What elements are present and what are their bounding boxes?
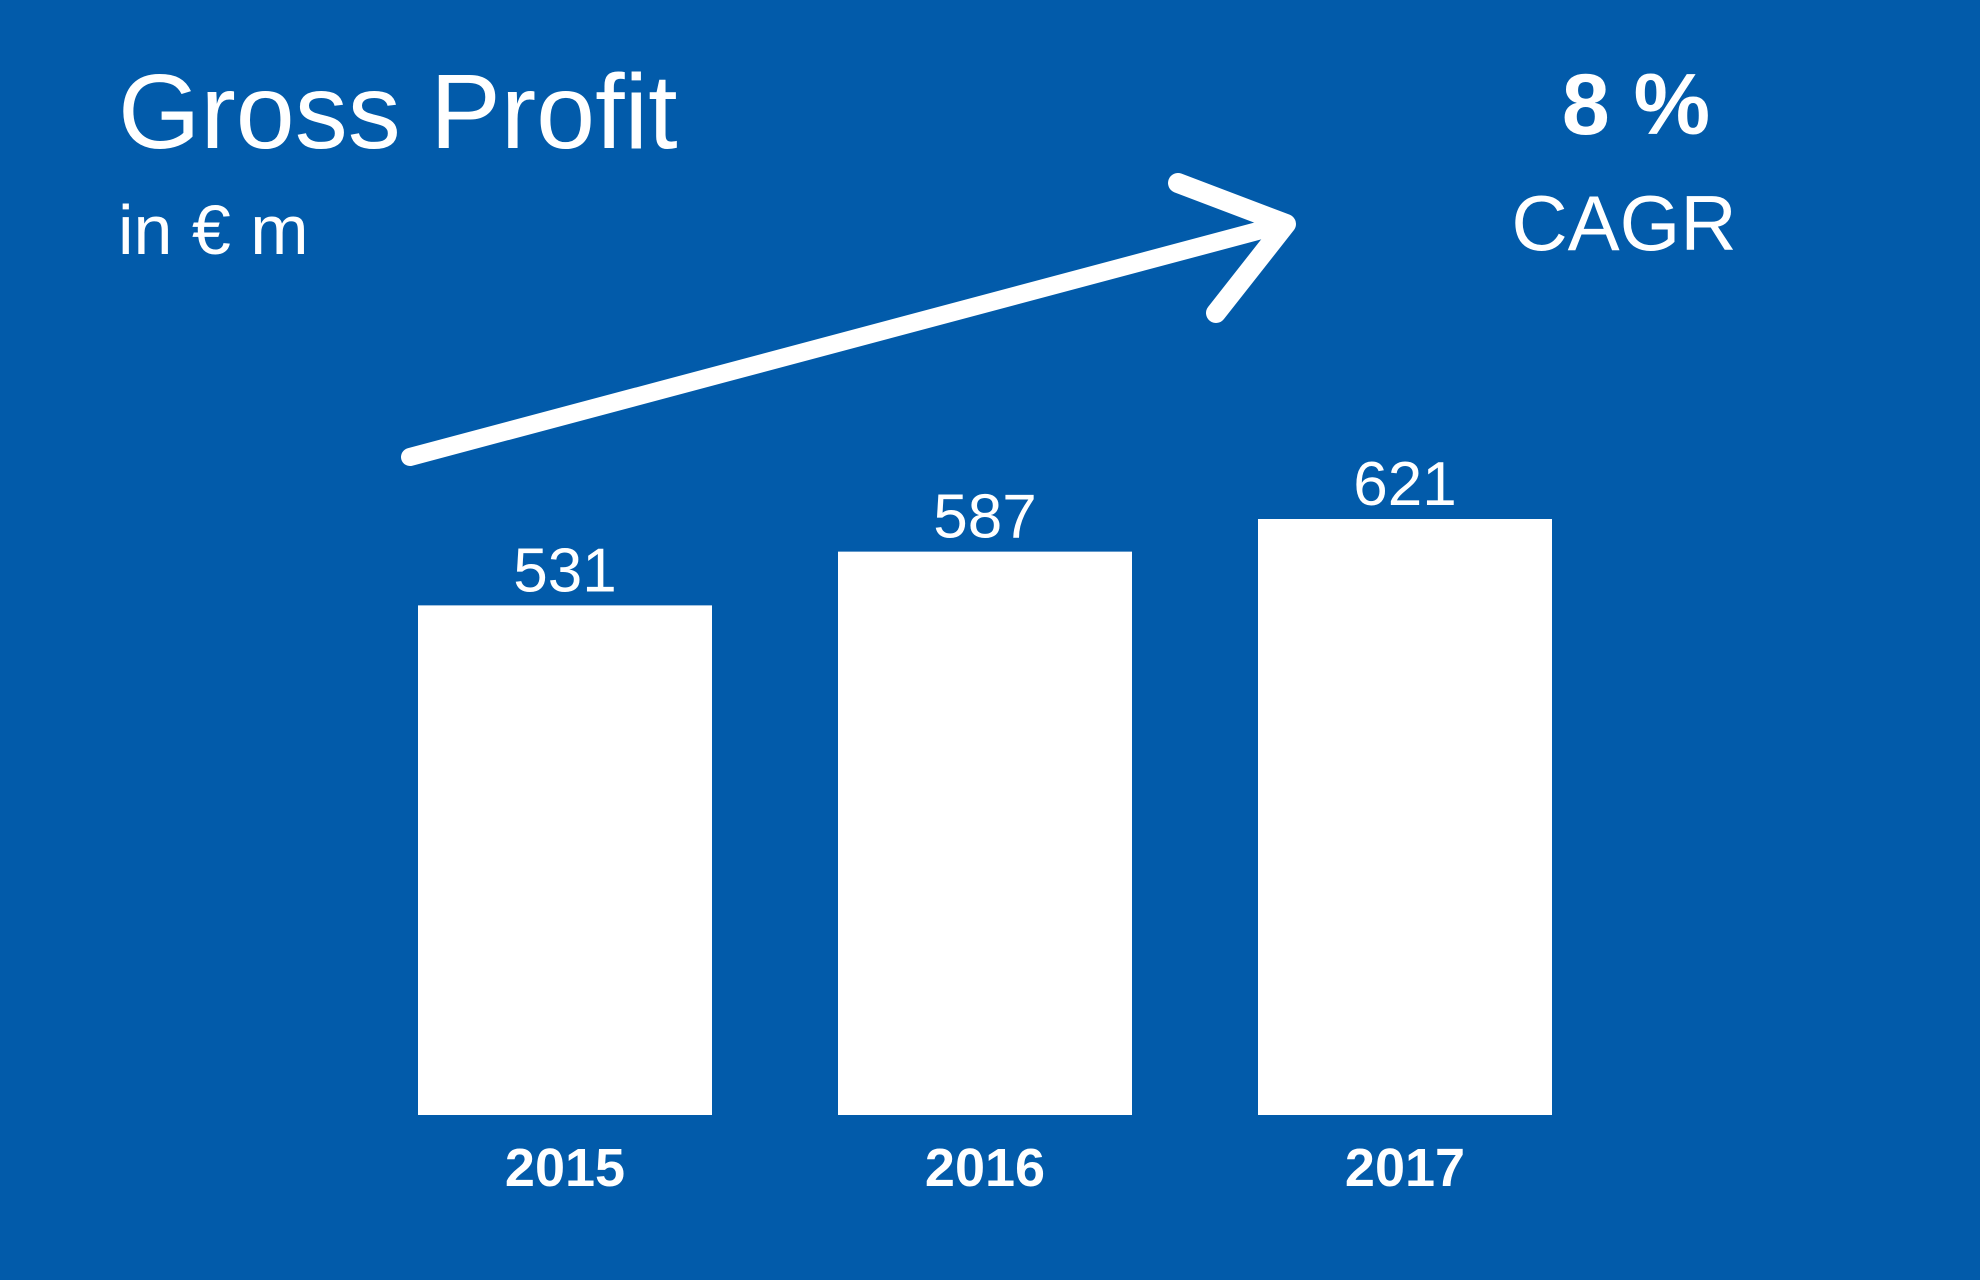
bar-2017 [1258,519,1552,1115]
bars-group [418,519,1552,1115]
bar-2016 [838,551,1132,1115]
growth-arrow-shaft [401,215,1293,466]
category-label-2017: 2017 [1345,1138,1465,1198]
bar-2015 [418,605,712,1115]
chart-title: Gross Profit [118,53,678,171]
cagr-label: CAGR [1511,179,1736,267]
value-label-2015: 531 [513,536,616,605]
value-label-2017: 621 [1353,450,1456,519]
chart-subtitle: in € m [118,191,309,269]
cagr-value: 8 % [1562,57,1710,153]
value-labels-group: 531 587 621 [513,450,1456,605]
value-label-2016: 587 [933,483,1036,552]
category-label-2016: 2016 [925,1138,1045,1198]
category-label-2015: 2015 [505,1138,625,1198]
category-labels-group: 2015 2016 2017 [505,1138,1465,1198]
growth-arrow-head [1168,173,1296,323]
growth-arrow [401,173,1296,466]
